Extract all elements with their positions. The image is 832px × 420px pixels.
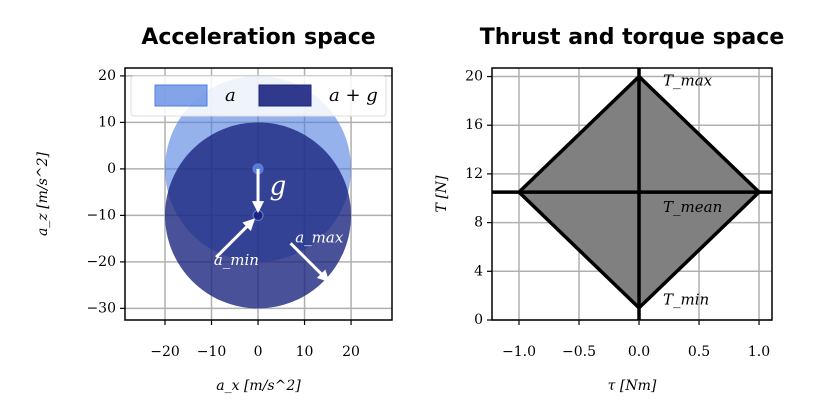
y-tick-label: 8 [474, 215, 483, 231]
legend-swatch [258, 84, 312, 107]
y-tick-label: −10 [86, 207, 116, 223]
x-axis-label: τ [Nm] [608, 378, 657, 394]
axes-frame [491, 67, 773, 321]
x-tick-label: 1.0 [748, 344, 770, 360]
subplot: Acceleration space −20 −10 0 10 20 −30 −20 −10 0 1… [35, 25, 393, 394]
chart-title: Thrust and torque space [480, 25, 785, 50]
legend: a a + g [130, 75, 387, 117]
x-tick-label: 20 [342, 344, 360, 360]
y-tick-label: 12 [465, 166, 483, 182]
y-tick-label: 4 [474, 263, 483, 279]
x-axis-label: a_x [m/s^2] [216, 378, 301, 394]
chart-title: Acceleration space [141, 25, 375, 50]
subplot: Thrust and torque space −1.0 −0.5 0.0 0.5 1.0… [434, 25, 784, 394]
legend-swatch [154, 84, 208, 107]
x-tick-label: 0 [254, 344, 263, 360]
annotation: T_min [663, 291, 709, 309]
y-tick-label: 10 [98, 114, 116, 130]
plot-area [492, 68, 772, 320]
arrow [215, 218, 256, 259]
y-tick-label: −30 [86, 300, 116, 316]
x-tick-label: −1.0 [502, 344, 536, 360]
y-tick-label: 0 [107, 161, 116, 177]
annotation: T_max [663, 71, 713, 89]
x-tick-label: −20 [150, 344, 180, 360]
x-tick-label: 0.0 [628, 344, 650, 360]
y-tick-label: −20 [86, 254, 116, 270]
annotation: a_max [295, 229, 344, 247]
y-tick-label: 0 [474, 312, 483, 328]
legend-label: a [225, 85, 236, 106]
axes-frame [124, 67, 393, 321]
y-tick-label: 16 [465, 117, 483, 133]
y-axis-label: a_z [m/s^2] [35, 152, 51, 236]
x-tick-label: 0.5 [688, 344, 710, 360]
legend-label: a + g [329, 85, 378, 106]
y-axis-label: T [N] [434, 175, 450, 213]
x-tick-label: −0.5 [562, 344, 596, 360]
x-tick-label: 10 [296, 344, 314, 360]
y-tick-label: 20 [98, 68, 116, 84]
arrow [289, 242, 330, 283]
annotation: g [270, 171, 287, 201]
y-tick-label: 20 [465, 69, 483, 85]
x-tick-label: −10 [197, 344, 227, 360]
annotation: T_mean [663, 198, 722, 216]
plot-area [165, 75, 352, 309]
annotation: a_min [214, 251, 259, 269]
center-marker [252, 209, 264, 221]
